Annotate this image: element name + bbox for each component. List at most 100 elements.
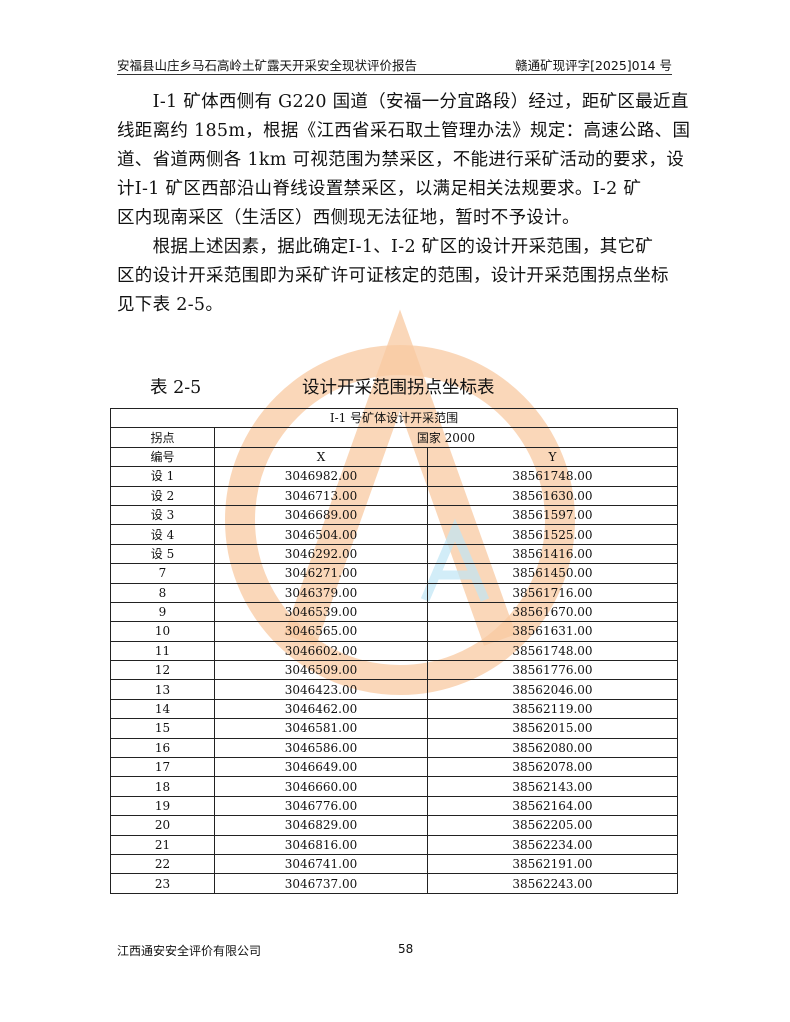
y-coord: 38561525.00 bbox=[427, 524, 678, 545]
point-id: 8 bbox=[110, 582, 215, 603]
y-coord: 38562205.00 bbox=[427, 815, 678, 836]
body-line: 计Ⅰ-1 矿区西部沿山脊线设置禁采区，以满足相关法规要求。Ⅰ-2 矿 bbox=[117, 179, 642, 199]
table-row: 设 4 3046504.00 38561525.00 bbox=[110, 524, 678, 545]
y-coord: 38561748.00 bbox=[427, 466, 678, 487]
table-row: 设 5 3046292.00 38561416.00 bbox=[110, 543, 678, 565]
x-coord: 3046713.00 bbox=[214, 485, 428, 506]
point-id: 11 bbox=[110, 640, 215, 662]
coordinates-table: I-1 号矿体设计开采范围 拐点 国家 2000 编号 X Y 设 1 3046982.… bbox=[110, 407, 678, 894]
y-coord: 38562191.00 bbox=[427, 853, 678, 875]
table-row: 20 3046829.00 38562205.00 bbox=[110, 815, 678, 836]
x-coord: 3046271.00 bbox=[214, 563, 428, 584]
x-coord: 3046539.00 bbox=[214, 601, 428, 623]
y-coord: 38562234.00 bbox=[427, 834, 678, 855]
table-row: 9 3046539.00 38561670.00 bbox=[110, 601, 678, 623]
x-coord: 3046292.00 bbox=[214, 543, 428, 565]
point-id: 20 bbox=[110, 815, 215, 836]
point-id: 10 bbox=[110, 621, 215, 642]
y-coord: 38561416.00 bbox=[427, 543, 678, 565]
point-id: 16 bbox=[110, 737, 215, 759]
x-coord: 3046423.00 bbox=[214, 679, 428, 700]
x-coord: 3046741.00 bbox=[214, 853, 428, 875]
y-coord: 38561670.00 bbox=[427, 601, 678, 623]
x-coord: 3046586.00 bbox=[214, 737, 428, 759]
page-header: 安福县山庄乡马石高岭土矿露天开采安全现状评价报告 赣通矿现评字[2025]014… bbox=[117, 52, 672, 75]
body-line: 区内现南采区（生活区）西侧现无法征地，暂时不予设计。 bbox=[117, 208, 580, 228]
body-line: I-1 矿体西侧有 G220 国道（安福一分宜路段）经过，距矿区最近直 bbox=[117, 92, 689, 112]
x-coord: 3046504.00 bbox=[214, 524, 428, 545]
table-caption: 设计开采范围拐点坐标表 bbox=[302, 378, 495, 398]
table-row: 7 3046271.00 38561450.00 bbox=[110, 563, 678, 584]
point-id: 19 bbox=[110, 795, 215, 817]
y-coord: 38562243.00 bbox=[427, 873, 678, 894]
point-id: 9 bbox=[110, 601, 215, 623]
body-line: 道、省道两侧各 1km 可视范围为禁采区，不能进行采矿活动的要求，设 bbox=[117, 150, 685, 170]
col-header-number: 编号 bbox=[110, 446, 215, 468]
table-row: 22 3046741.00 38562191.00 bbox=[110, 853, 678, 875]
point-id: 设 5 bbox=[110, 543, 215, 565]
x-coord: 3046982.00 bbox=[214, 466, 428, 487]
table-row: 8 3046379.00 38561716.00 bbox=[110, 582, 678, 603]
y-coord: 38561630.00 bbox=[427, 485, 678, 506]
y-coord: 38561716.00 bbox=[427, 582, 678, 603]
x-coord: 3046816.00 bbox=[214, 834, 428, 855]
col-header-point: 拐点 bbox=[110, 427, 215, 448]
y-coord: 38561776.00 bbox=[427, 660, 678, 681]
body-line: 区的设计开采范围即为采矿许可证核定的范围，设计开采范围拐点坐标 bbox=[117, 266, 669, 286]
y-coord: 38562143.00 bbox=[427, 776, 678, 797]
table-row: 21 3046816.00 38562234.00 bbox=[110, 834, 678, 855]
x-coord: 3046649.00 bbox=[214, 757, 428, 778]
point-id: 设 4 bbox=[110, 524, 215, 545]
x-coord: 3046776.00 bbox=[214, 795, 428, 817]
y-coord: 38561748.00 bbox=[427, 640, 678, 662]
body-line: 线距离约 185m，根据《江西省采石取土管理办法》规定：高速公路、国 bbox=[117, 121, 691, 141]
y-coord: 38562119.00 bbox=[427, 698, 678, 720]
x-coord: 3046689.00 bbox=[214, 504, 428, 526]
y-coord: 38562164.00 bbox=[427, 795, 678, 817]
header-title: 安福县山庄乡马石高岭土矿露天开采安全现状评价报告 bbox=[117, 58, 418, 73]
point-id: 23 bbox=[110, 873, 215, 894]
coord-system-header: 国家 2000 bbox=[214, 427, 678, 448]
x-coord: 3046379.00 bbox=[214, 582, 428, 603]
point-id: 14 bbox=[110, 698, 215, 720]
table-row: 11 3046602.00 38561748.00 bbox=[110, 640, 678, 662]
table-row: 15 3046581.00 38562015.00 bbox=[110, 718, 678, 739]
y-coord: 38561631.00 bbox=[427, 621, 678, 642]
table-row: 10 3046565.00 38561631.00 bbox=[110, 621, 678, 642]
table-title: I-1 号矿体设计开采范围 bbox=[110, 407, 678, 429]
table-row: 23 3046737.00 38562243.00 bbox=[110, 873, 678, 894]
point-id: 21 bbox=[110, 834, 215, 855]
header-doc-number: 赣通矿现评字[2025]014 号 bbox=[515, 58, 672, 73]
x-coord: 3046660.00 bbox=[214, 776, 428, 797]
footer-company: 江西通安安全评价有限公司 bbox=[117, 944, 262, 958]
x-coord: 3046462.00 bbox=[214, 698, 428, 720]
point-id: 15 bbox=[110, 718, 215, 739]
point-id: 设 3 bbox=[110, 504, 215, 526]
point-id: 18 bbox=[110, 776, 215, 797]
table-row: 14 3046462.00 38562119.00 bbox=[110, 698, 678, 720]
table-row: 18 3046660.00 38562143.00 bbox=[110, 776, 678, 797]
body-line: 根据上述因素，据此确定Ⅰ-1、Ⅰ-2 矿区的设计开采范围，其它矿 bbox=[117, 237, 654, 257]
table-row: 17 3046649.00 38562078.00 bbox=[110, 757, 678, 778]
y-coord: 38562078.00 bbox=[427, 757, 678, 778]
table-row: 设 1 3046982.00 38561748.00 bbox=[110, 466, 678, 487]
page-number: 58 bbox=[398, 942, 414, 956]
x-coord: 3046509.00 bbox=[214, 660, 428, 681]
table-number: 表 2-5 bbox=[150, 378, 202, 398]
point-id: 设 2 bbox=[110, 485, 215, 506]
y-coord: 38562046.00 bbox=[427, 679, 678, 700]
point-id: 13 bbox=[110, 679, 215, 700]
x-coord: 3046565.00 bbox=[214, 621, 428, 642]
point-id: 22 bbox=[110, 853, 215, 875]
x-coord: 3046829.00 bbox=[214, 815, 428, 836]
point-id: 设 1 bbox=[110, 466, 215, 487]
col-header-y: Y bbox=[427, 446, 678, 468]
col-header-x: X bbox=[214, 446, 428, 468]
point-id: 12 bbox=[110, 660, 215, 681]
y-coord: 38562080.00 bbox=[427, 737, 678, 759]
x-coord: 3046737.00 bbox=[214, 873, 428, 894]
x-coord: 3046602.00 bbox=[214, 640, 428, 662]
y-coord: 38562015.00 bbox=[427, 718, 678, 739]
table-row: 设 2 3046713.00 38561630.00 bbox=[110, 485, 678, 506]
table-row: 19 3046776.00 38562164.00 bbox=[110, 795, 678, 817]
